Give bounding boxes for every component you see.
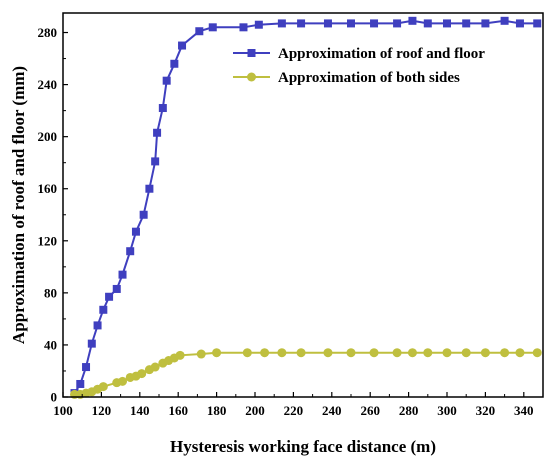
data-point — [500, 348, 510, 358]
series-2 — [70, 348, 542, 399]
x-tick-label: 200 — [245, 403, 265, 418]
legend-label: Approximation of roof and floor — [278, 46, 485, 62]
data-point — [170, 59, 179, 68]
data-point — [239, 23, 248, 32]
data-point — [407, 348, 417, 358]
data-point — [442, 348, 452, 358]
legend-entry: Approximation of both sides — [233, 70, 460, 86]
y-tick-label: 240 — [38, 77, 58, 92]
legend-marker — [247, 49, 256, 57]
data-point — [443, 19, 451, 28]
legend-entry: Approximation of roof and floor — [233, 46, 485, 62]
x-tick-label: 180 — [207, 403, 227, 418]
data-point — [277, 19, 286, 28]
legend-label: Approximation of both sides — [278, 70, 460, 86]
data-point — [277, 348, 287, 358]
data-point — [158, 104, 167, 113]
x-tick-label: 220 — [284, 403, 304, 418]
y-tick-label: 120 — [38, 233, 58, 248]
data-point — [462, 19, 471, 28]
series-1 — [70, 16, 542, 398]
data-point — [369, 348, 379, 358]
x-tick-label: 160 — [168, 403, 188, 418]
x-tick-label: 300 — [437, 403, 457, 418]
data-point — [370, 19, 379, 28]
data-point — [533, 19, 542, 28]
y-tick-label: 40 — [44, 337, 57, 352]
data-point — [392, 348, 402, 358]
data-point — [347, 19, 355, 28]
x-tick-label: 280 — [399, 403, 419, 418]
y-tick-label: 280 — [38, 25, 58, 40]
x-tick-label: 120 — [92, 403, 112, 418]
data-point — [532, 348, 542, 358]
data-point — [76, 379, 85, 388]
data-point — [480, 348, 490, 358]
x-tick-label: 260 — [360, 403, 380, 418]
y-tick-label: 0 — [51, 390, 58, 405]
data-point — [150, 362, 160, 372]
y-tick-label: 80 — [44, 285, 57, 300]
data-point — [515, 348, 525, 358]
data-point — [423, 348, 433, 358]
axes: 100 120 140 160 180 200 220 240 260 280 300 320 340 0… — [38, 25, 534, 418]
data-point — [196, 349, 206, 359]
data-point — [323, 19, 332, 28]
data-point — [195, 27, 204, 36]
y-tick-label: 160 — [38, 181, 58, 196]
data-point — [87, 339, 96, 348]
x-tick-label: 240 — [322, 403, 342, 418]
data-point — [297, 19, 306, 28]
data-point — [145, 184, 154, 193]
x-tick-label: 340 — [514, 403, 534, 418]
x-axis-title: Hysteresis working face distance (m) — [170, 437, 436, 456]
y-axis-title: Approximation of roof and floor (mm) — [9, 66, 28, 344]
data-point — [178, 41, 187, 50]
data-point — [98, 382, 108, 392]
y-tick-label: 200 — [38, 129, 58, 144]
data-point — [131, 227, 140, 236]
data-point — [93, 321, 102, 330]
data-point — [175, 350, 185, 360]
data-point — [212, 348, 222, 358]
data-point — [423, 19, 432, 28]
plot-frame — [62, 12, 544, 398]
data-point — [323, 348, 333, 358]
data-point — [139, 210, 148, 219]
legend: Approximation of roof and floor Approxima… — [233, 46, 485, 86]
data-point — [254, 20, 263, 29]
x-tick-label: 320 — [476, 403, 496, 418]
legend-marker — [247, 72, 256, 82]
data-point — [242, 348, 252, 358]
x-tick-label: 100 — [53, 403, 73, 418]
data-point — [393, 19, 402, 28]
data-point — [515, 19, 524, 28]
data-point — [500, 16, 509, 25]
data-point — [118, 376, 128, 386]
x-tick-label: 140 — [130, 403, 150, 418]
data-point — [118, 270, 127, 279]
data-point — [126, 247, 135, 256]
data-point — [112, 284, 121, 293]
data-point — [99, 305, 108, 314]
data-point — [260, 348, 270, 358]
data-point — [208, 23, 217, 32]
data-point — [481, 19, 490, 28]
data-point — [151, 157, 160, 166]
data-point — [408, 16, 417, 25]
data-point — [461, 348, 471, 358]
data-point — [82, 363, 91, 372]
data-point — [153, 128, 162, 137]
plot-marks — [70, 16, 542, 399]
data-point — [105, 292, 114, 301]
data-point — [296, 348, 306, 358]
data-point — [162, 76, 171, 85]
data-point — [346, 348, 356, 358]
data-point — [137, 369, 147, 379]
